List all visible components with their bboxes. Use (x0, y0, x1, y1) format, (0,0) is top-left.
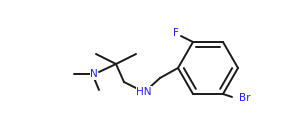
Text: Br: Br (239, 93, 250, 103)
Text: N: N (90, 69, 98, 79)
Text: F: F (173, 28, 179, 38)
Text: HN: HN (136, 87, 152, 97)
